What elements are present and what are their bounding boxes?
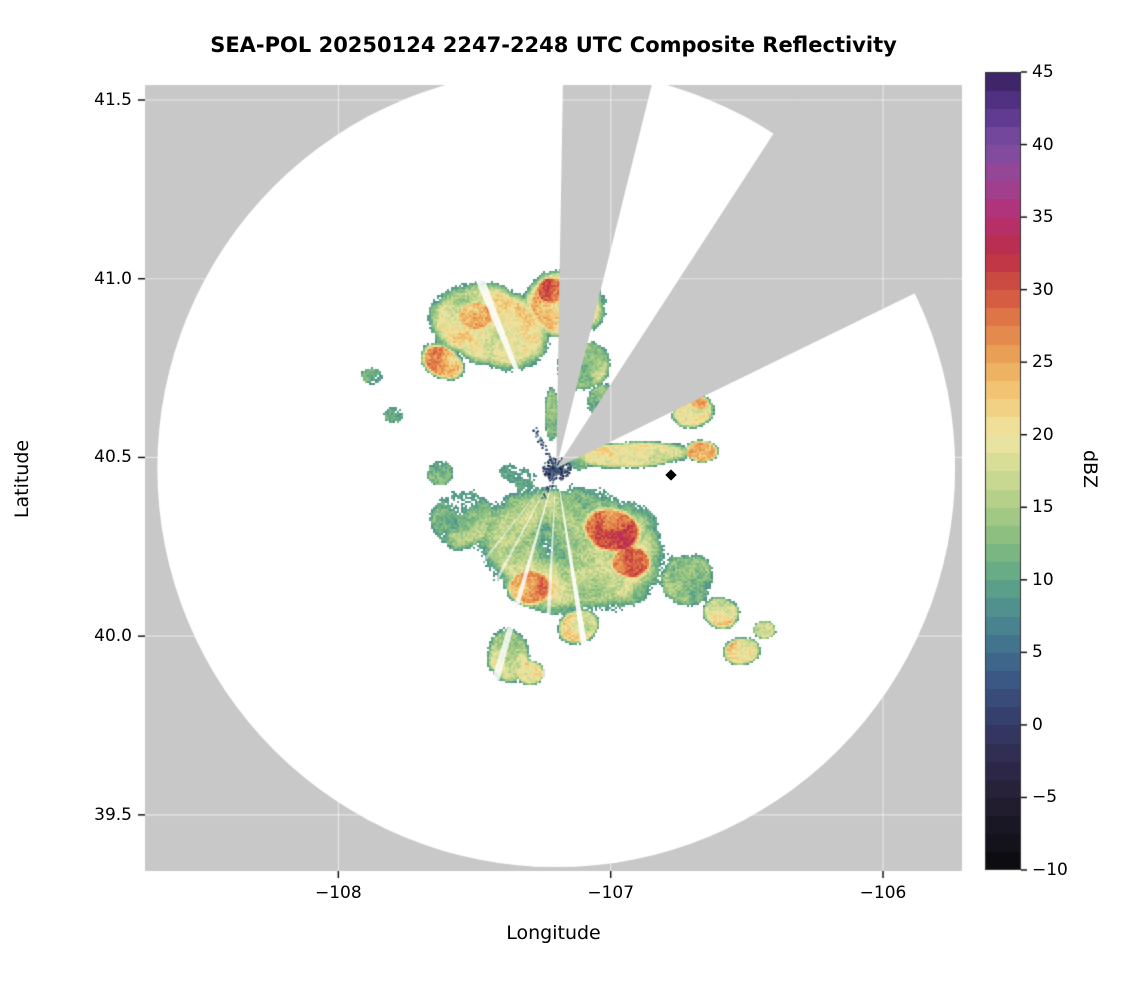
y-tick-label: 40.5	[94, 447, 132, 468]
colorbar-label: dBZ	[1079, 449, 1101, 489]
x-tick-label: −108	[314, 883, 362, 903]
colorbar-tick-label: 0	[1032, 714, 1043, 735]
x-axis-label: Longitude	[506, 922, 601, 944]
colorbar-tick-label: 30	[1032, 279, 1054, 300]
colorbar-tick-label: 25	[1032, 352, 1054, 373]
chart-title: SEA-POL 20250124 2247-2248 UTC Composite…	[210, 33, 897, 57]
colorbar-tick-label: 15	[1032, 497, 1054, 518]
x-tick-label: −106	[859, 883, 907, 903]
colorbar-tick-label: 20	[1032, 424, 1054, 445]
colorbar-tick-label: −10	[1032, 860, 1068, 880]
colorbar-tick-label: −5	[1032, 787, 1058, 808]
colorbar-tick-label: 10	[1032, 569, 1054, 590]
x-tick-label: −107	[587, 883, 635, 903]
colorbar-tick-label: 5	[1032, 642, 1043, 663]
y-tick-label: 41.0	[94, 268, 132, 289]
colorbar-tick-label: 35	[1032, 207, 1054, 228]
y-tick-label: 41.5	[94, 90, 132, 110]
y-tick-label: 39.5	[94, 804, 132, 825]
colorbar-tick-label: 45	[1032, 62, 1054, 82]
colorbar-tick-label: 40	[1032, 134, 1054, 155]
y-tick-label: 40.0	[94, 626, 132, 647]
y-axis-label: Latitude	[11, 439, 33, 519]
